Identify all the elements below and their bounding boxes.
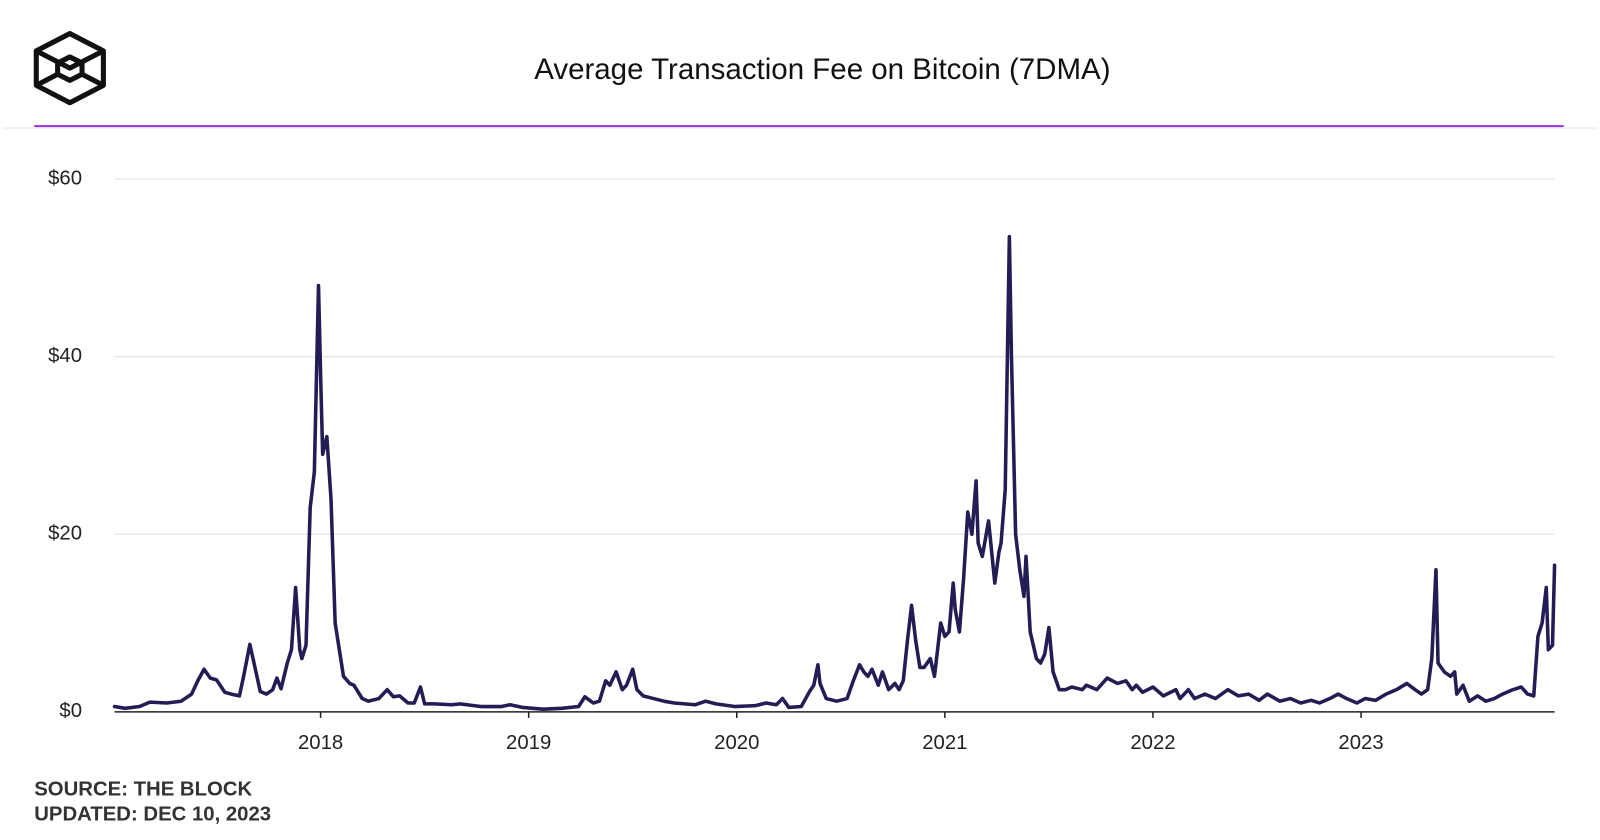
x-tick-label: 2020 (714, 732, 759, 754)
x-tick-label: 2022 (1130, 732, 1175, 754)
updated-note: UPDATED: DEC 10, 2023 (34, 804, 271, 826)
y-tick-label: $0 (59, 700, 82, 722)
x-tick-label: 2018 (298, 732, 343, 754)
x-tick-label: 2019 (506, 732, 551, 754)
chart-title: Average Transaction Fee on Bitcoin (7DMA… (534, 53, 1110, 86)
source-note: SOURCE: THE BLOCK (34, 778, 252, 800)
x-tick-label: 2021 (922, 732, 967, 754)
y-tick-label: $20 (48, 523, 82, 545)
x-tick-label: 2023 (1338, 732, 1383, 754)
y-tick-label: $60 (48, 167, 82, 189)
logo (33, 31, 106, 106)
data-line (112, 234, 1557, 711)
y-tick-label: $40 (48, 345, 82, 367)
